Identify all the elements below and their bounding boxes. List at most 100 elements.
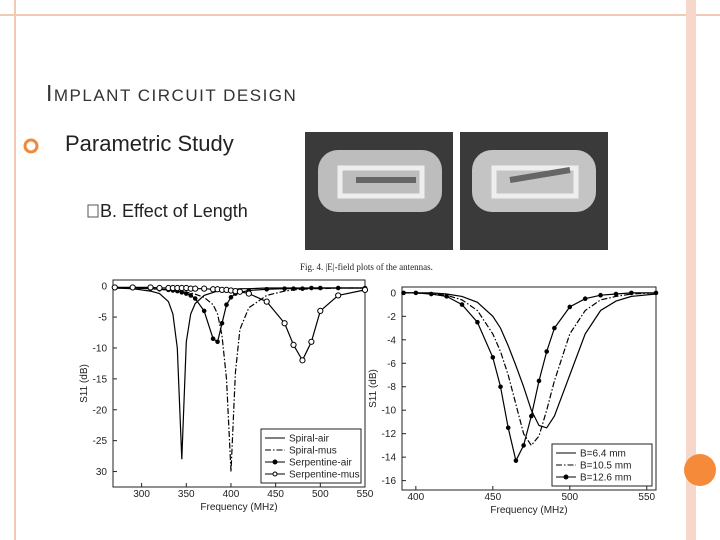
data-point [582, 296, 588, 302]
y-tick-label: -2 [387, 312, 396, 323]
data-point [309, 285, 314, 291]
legend-label: B=12.6 mm [580, 473, 631, 484]
x-tick-label: 550 [357, 489, 374, 500]
x-axis-label: Frequency (MHz) [200, 502, 277, 513]
data-point [317, 307, 324, 314]
data-point [201, 308, 207, 314]
x-tick-label: 350 [178, 489, 195, 500]
x-tick-label: 400 [223, 489, 240, 500]
data-point [215, 339, 220, 345]
data-point [201, 285, 208, 292]
x-tick-label: 500 [561, 492, 578, 503]
data-point [401, 290, 406, 296]
bullet-icon [23, 138, 39, 154]
y-tick-label: -12 [382, 429, 397, 440]
x-tick-label: 550 [638, 492, 655, 503]
data-point [264, 286, 270, 292]
data-point [281, 320, 288, 327]
data-point [413, 290, 419, 296]
y-tick-label: 0 [390, 288, 396, 299]
y-tick-label: -6 [387, 359, 396, 370]
data-point [544, 349, 550, 354]
data-point [513, 458, 519, 463]
data-point [263, 298, 270, 305]
data-point [613, 291, 619, 297]
legend-marker [272, 471, 278, 477]
data-point [308, 338, 315, 345]
data-point [111, 284, 118, 291]
data-point [236, 288, 243, 295]
accent-circle [684, 454, 716, 486]
data-point [290, 341, 297, 348]
x-axis-label: Frequency (MHz) [490, 505, 567, 516]
x-tick-label: 450 [484, 492, 501, 503]
figure-caption: Fig. 4. |E|-field plots of the antennas. [300, 262, 433, 272]
data-point [156, 284, 163, 292]
data-point [529, 413, 534, 419]
data-point [318, 285, 323, 291]
right-band [686, 0, 696, 540]
y-tick-label: -4 [387, 335, 396, 346]
y-tick-label: -25 [93, 436, 108, 447]
x-tick-label: 400 [408, 492, 425, 503]
data-point [361, 286, 369, 293]
left-border [14, 0, 16, 540]
y-tick-label: -16 [382, 476, 397, 487]
data-point [300, 286, 305, 291]
legend-marker [563, 474, 569, 480]
top-border [0, 14, 720, 16]
bullet: Parametric Study [65, 131, 234, 156]
data-point [299, 357, 306, 364]
data-point [224, 302, 229, 308]
y-tick-label: -14 [382, 453, 397, 464]
y-tick-label: -8 [387, 382, 396, 393]
data-point [188, 293, 194, 298]
y-tick-label: -10 [382, 406, 397, 417]
legend-label: Serpentine-air [289, 458, 352, 469]
y-tick-label: 30 [96, 467, 108, 478]
data-point [335, 292, 342, 299]
field-plot-1 [305, 132, 453, 250]
data-point [521, 443, 526, 448]
field-plot-2 [460, 132, 608, 250]
sub-bullet: B. Effect of Length [100, 201, 248, 221]
data-point [335, 285, 341, 291]
x-tick-label: 300 [133, 489, 150, 500]
data-point [428, 291, 434, 297]
data-point [490, 355, 496, 360]
data-point [536, 378, 542, 384]
x-tick-label: 500 [312, 489, 329, 500]
legend-label: Spiral-air [289, 434, 330, 445]
legend-label: Spiral-mus [289, 446, 337, 457]
series-line [403, 292, 657, 447]
data-point [629, 290, 634, 296]
legend-label: B=6.4 mm [580, 449, 626, 460]
data-point [598, 292, 603, 298]
data-point [192, 296, 198, 301]
data-point [245, 290, 252, 297]
data-point [653, 290, 659, 296]
data-point [505, 425, 511, 431]
data-point [192, 285, 199, 292]
data-point [475, 319, 480, 325]
sub-bullet-icon [87, 204, 99, 218]
data-point [129, 284, 136, 291]
legend-label: Serpentine-mus [289, 470, 360, 481]
y-tick-label: -5 [98, 313, 107, 324]
series-line [114, 286, 365, 472]
data-point [282, 286, 287, 291]
data-point [567, 304, 573, 310]
y-axis-label: S11 (dB) [79, 364, 90, 403]
y-tick-label: -10 [93, 343, 108, 354]
series-line [403, 292, 657, 429]
x-tick-label: 450 [267, 489, 284, 500]
data-point [459, 302, 465, 307]
data-point [183, 291, 189, 296]
data-point [498, 384, 503, 390]
legend-label: B=10.5 mm [580, 461, 631, 472]
y-tick-label: -20 [93, 405, 108, 416]
y-tick-label: -15 [93, 374, 108, 385]
